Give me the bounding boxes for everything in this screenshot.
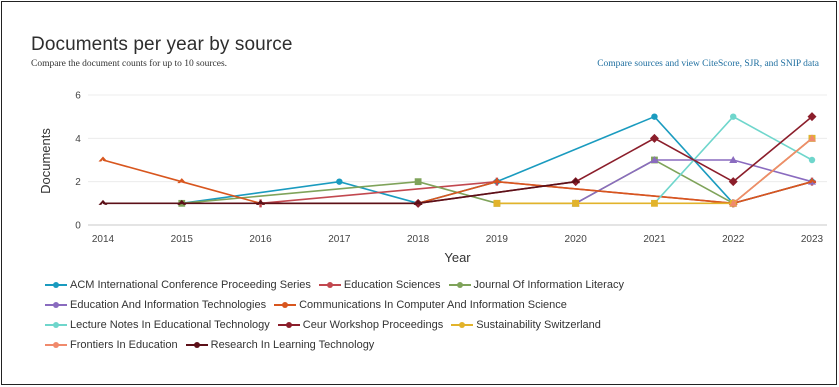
legend-swatch [185,342,208,348]
data-point [177,199,187,205]
legend-swatch [274,302,297,308]
series-line-7 [496,137,813,205]
chart-legend: ACM International Conference Proceeding … [45,279,805,359]
legend-item[interactable]: Education Sciences [318,279,441,291]
x-tick-label: 2014 [92,234,115,245]
data-point [492,178,502,184]
data-point [728,177,738,187]
data-point [729,199,738,207]
x-axis-title: Year [444,250,471,265]
legend-row: Frontiers In Education Research In Learni… [45,339,805,359]
legend-label: Education And Information Technologies [70,299,267,311]
line-chart: 0 2 4 6 2014 2015 2016 2017 2018 2019 2020 2021 2022… [38,91,827,265]
data-point [493,199,501,207]
legend-label: Sustainability Switzerland [476,319,601,331]
legend-row: ACM International Conference Proceeding … [45,279,805,299]
y-tick-label: 0 [75,221,81,232]
x-tick-label: 2020 [565,234,588,245]
legend-item[interactable]: Frontiers In Education [45,339,178,351]
legend-item[interactable]: Lecture Notes In Educational Technology [45,319,270,331]
legend-label: ACM International Conference Proceeding … [70,279,311,291]
compare-sources-link[interactable]: Compare sources and view CiteScore, SJR,… [597,59,819,69]
x-tick-label: 2018 [407,234,430,245]
legend-item[interactable]: Journal Of Information Literacy [448,279,624,291]
series-line-9 [103,180,576,205]
data-point [651,113,658,120]
data-point [730,113,737,120]
legend-label: Frontiers In Education [70,339,178,351]
x-tick-label: 2019 [486,234,509,245]
legend-swatch [277,322,300,328]
y-axis-title: Documents [38,128,53,194]
legend-item[interactable]: Research In Learning Technology [185,339,375,351]
x-tick-label: 2022 [722,234,745,245]
series-line-2 [181,137,813,205]
data-point [177,178,187,184]
legend-swatch [448,282,471,288]
x-tick-label: 2017 [328,234,351,245]
data-point [651,199,658,207]
series-line-8 [732,137,813,204]
y-tick-label: 6 [75,91,81,102]
x-tick-label: 2015 [171,234,194,245]
legend-item[interactable]: Sustainability Switzerland [451,319,601,331]
legend-label: Journal Of Information Literacy [473,279,624,291]
legend-label: Ceur Workshop Proceedings [302,319,444,331]
data-point [807,112,817,122]
data-point [572,199,580,207]
legend-label: Lecture Notes In Educational Technology [70,319,270,331]
data-point [808,134,816,142]
legend-swatch [318,282,341,288]
chart-subtitle: Compare the document counts for up to 10… [31,59,228,69]
data-point [807,178,817,184]
data-point [650,156,659,163]
data-point [649,133,659,143]
series-line-6 [418,116,813,205]
legend-item[interactable]: Education And Information Technologies [45,299,266,311]
legend-item[interactable]: Ceur Workshop Proceedings [277,319,444,331]
legend-label: Education Sciences [343,279,441,291]
data-point [571,178,581,184]
legend-swatch [45,282,67,288]
data-point [413,199,423,205]
legend-item[interactable]: ACM International Conference Proceeding … [45,279,311,291]
data-point [98,156,108,162]
data-point [336,178,343,185]
x-tick-label: 2021 [643,234,666,245]
legend-swatch [45,342,67,348]
legend-label: Communications In Computer And Informati… [299,299,567,311]
data-point [808,156,816,164]
legend-swatch [45,302,67,308]
page-title: Documents per year by source [31,34,293,55]
legend-swatch [45,322,67,328]
data-point [256,199,266,205]
x-tick-label: 2016 [249,234,272,245]
y-tick-label: 4 [75,134,81,145]
y-tick-label: 2 [75,177,81,188]
legend-swatch [451,322,474,328]
data-point [729,156,738,163]
legend-row: Lecture Notes In Educational Technology C… [45,319,805,339]
legend-item[interactable]: Communications In Computer And Informati… [274,299,567,311]
legend-row: Education And Information Technologies Co… [45,299,805,319]
x-tick-label: 2023 [801,234,824,245]
data-point [98,199,108,205]
data-point [414,178,422,186]
legend-label: Research In Learning Technology [210,339,375,351]
